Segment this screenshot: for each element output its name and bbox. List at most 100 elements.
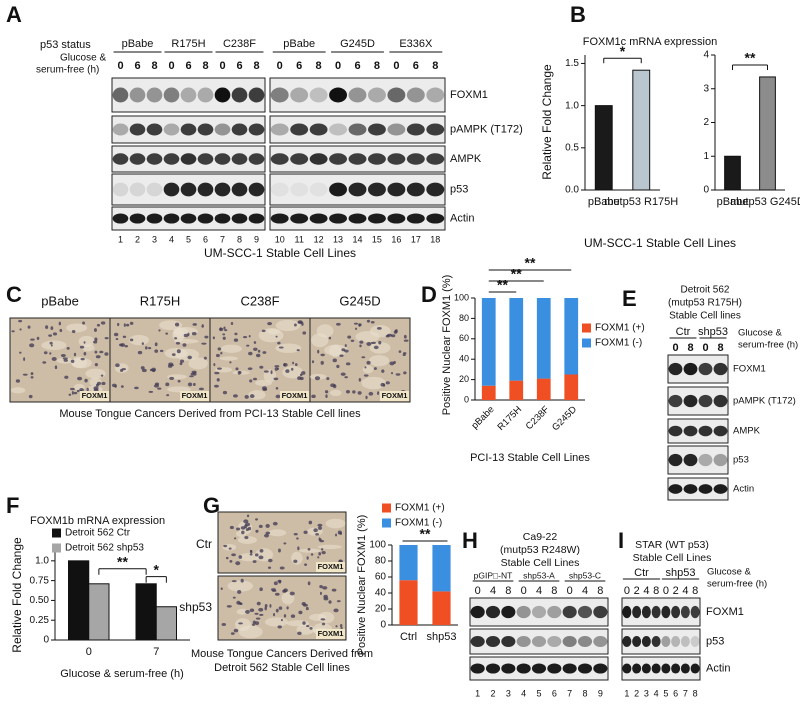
nucleus bbox=[291, 367, 294, 371]
blot-band bbox=[231, 153, 248, 165]
time-label: 4 bbox=[582, 585, 588, 597]
nucleus bbox=[310, 553, 314, 556]
tissue-texture bbox=[129, 334, 150, 346]
blot-band bbox=[348, 182, 367, 197]
blot-band bbox=[547, 663, 562, 674]
nucleus bbox=[213, 363, 216, 367]
nucleus bbox=[311, 360, 315, 364]
blot-band bbox=[622, 605, 632, 619]
nucleus bbox=[319, 584, 323, 589]
lane-number: 3 bbox=[152, 234, 157, 244]
label: shp53 bbox=[666, 567, 696, 579]
blot-band bbox=[547, 636, 562, 647]
nucleus bbox=[22, 373, 28, 376]
nucleus bbox=[153, 384, 160, 388]
panel-letter: C bbox=[6, 282, 22, 307]
blot-band bbox=[387, 87, 406, 103]
blot-band bbox=[163, 182, 180, 197]
blot-band bbox=[163, 87, 180, 103]
stain-label: FOXM1 bbox=[318, 629, 344, 638]
nucleus bbox=[120, 385, 124, 388]
blot-band bbox=[290, 87, 309, 103]
blot-band bbox=[470, 636, 485, 647]
tissue-texture bbox=[78, 335, 95, 347]
blot-band bbox=[348, 153, 367, 165]
blot-band bbox=[661, 636, 671, 647]
nucleus bbox=[246, 514, 250, 518]
nucleus bbox=[389, 361, 395, 366]
nucleus bbox=[238, 622, 243, 625]
blot-band bbox=[180, 182, 197, 197]
y-tick-label: 3 bbox=[703, 83, 709, 94]
time-label: 8 bbox=[374, 60, 380, 72]
blot-band bbox=[485, 605, 501, 619]
blot-band bbox=[683, 362, 698, 376]
blot-band bbox=[309, 182, 328, 197]
blot-band bbox=[680, 636, 690, 647]
tissue-texture bbox=[219, 356, 238, 361]
time-label: 0 bbox=[117, 60, 123, 72]
nucleus bbox=[231, 580, 237, 583]
nucleus bbox=[165, 332, 169, 335]
x-tick-label: R175H bbox=[495, 404, 524, 433]
nucleus bbox=[217, 367, 222, 370]
blot-band bbox=[485, 636, 501, 647]
label: pBabe bbox=[122, 38, 154, 50]
blot-band bbox=[661, 663, 671, 674]
tissue-texture bbox=[324, 344, 349, 356]
label: shp53 bbox=[179, 600, 212, 614]
blot-band bbox=[231, 87, 248, 103]
nucleus bbox=[262, 386, 267, 391]
nucleus bbox=[275, 608, 279, 613]
nucleus bbox=[305, 606, 309, 611]
y-axis-label: Relative Fold Change bbox=[540, 64, 554, 180]
nucleus bbox=[258, 524, 263, 529]
blot-band bbox=[406, 153, 425, 165]
nucleus bbox=[165, 382, 170, 387]
time-label: 6 bbox=[236, 60, 242, 72]
blot-band bbox=[698, 453, 713, 467]
lane-number: 3 bbox=[506, 688, 511, 698]
stain-tag bbox=[316, 629, 345, 639]
lane-number: 2 bbox=[135, 234, 140, 244]
blot-band bbox=[329, 182, 347, 197]
y-tick-label: 1.5 bbox=[565, 58, 579, 69]
nucleus bbox=[320, 360, 324, 365]
nucleus bbox=[129, 321, 134, 325]
tissue-texture bbox=[10, 387, 26, 394]
blot-band bbox=[214, 123, 231, 136]
y-tick-label: 100 bbox=[454, 292, 469, 302]
lane-number: 1 bbox=[475, 688, 480, 698]
time-label: 8 bbox=[717, 342, 723, 354]
blot-band bbox=[163, 153, 180, 165]
nucleus bbox=[99, 350, 104, 354]
nucleus bbox=[230, 322, 234, 326]
tissue-texture bbox=[325, 518, 346, 529]
blot-band bbox=[671, 663, 681, 674]
nucleus bbox=[235, 367, 239, 371]
nucleus bbox=[390, 371, 394, 375]
nucleus bbox=[335, 533, 338, 537]
nucleus bbox=[264, 533, 269, 538]
time-label: 2 bbox=[673, 585, 679, 597]
nucleus bbox=[295, 363, 298, 367]
nucleus bbox=[307, 547, 311, 551]
blot-band bbox=[214, 182, 231, 197]
lane-number: 17 bbox=[411, 234, 421, 244]
nucleus bbox=[340, 623, 343, 628]
nucleus bbox=[182, 343, 187, 347]
nucleus bbox=[337, 530, 342, 535]
nucleus bbox=[100, 374, 104, 377]
y-axis-label: Positive Nuclear FOXM1 (%) bbox=[356, 515, 368, 656]
tissue-texture bbox=[237, 553, 261, 562]
nucleus bbox=[318, 552, 322, 556]
nucleus bbox=[278, 580, 282, 584]
panel-letter: B bbox=[570, 2, 586, 27]
label: Stable Cell lines bbox=[669, 311, 741, 322]
nucleus bbox=[275, 335, 278, 338]
nucleus bbox=[277, 341, 281, 345]
nucleus bbox=[45, 325, 49, 330]
nucleus bbox=[222, 390, 228, 395]
nucleus bbox=[317, 556, 320, 559]
nucleus bbox=[237, 590, 242, 594]
